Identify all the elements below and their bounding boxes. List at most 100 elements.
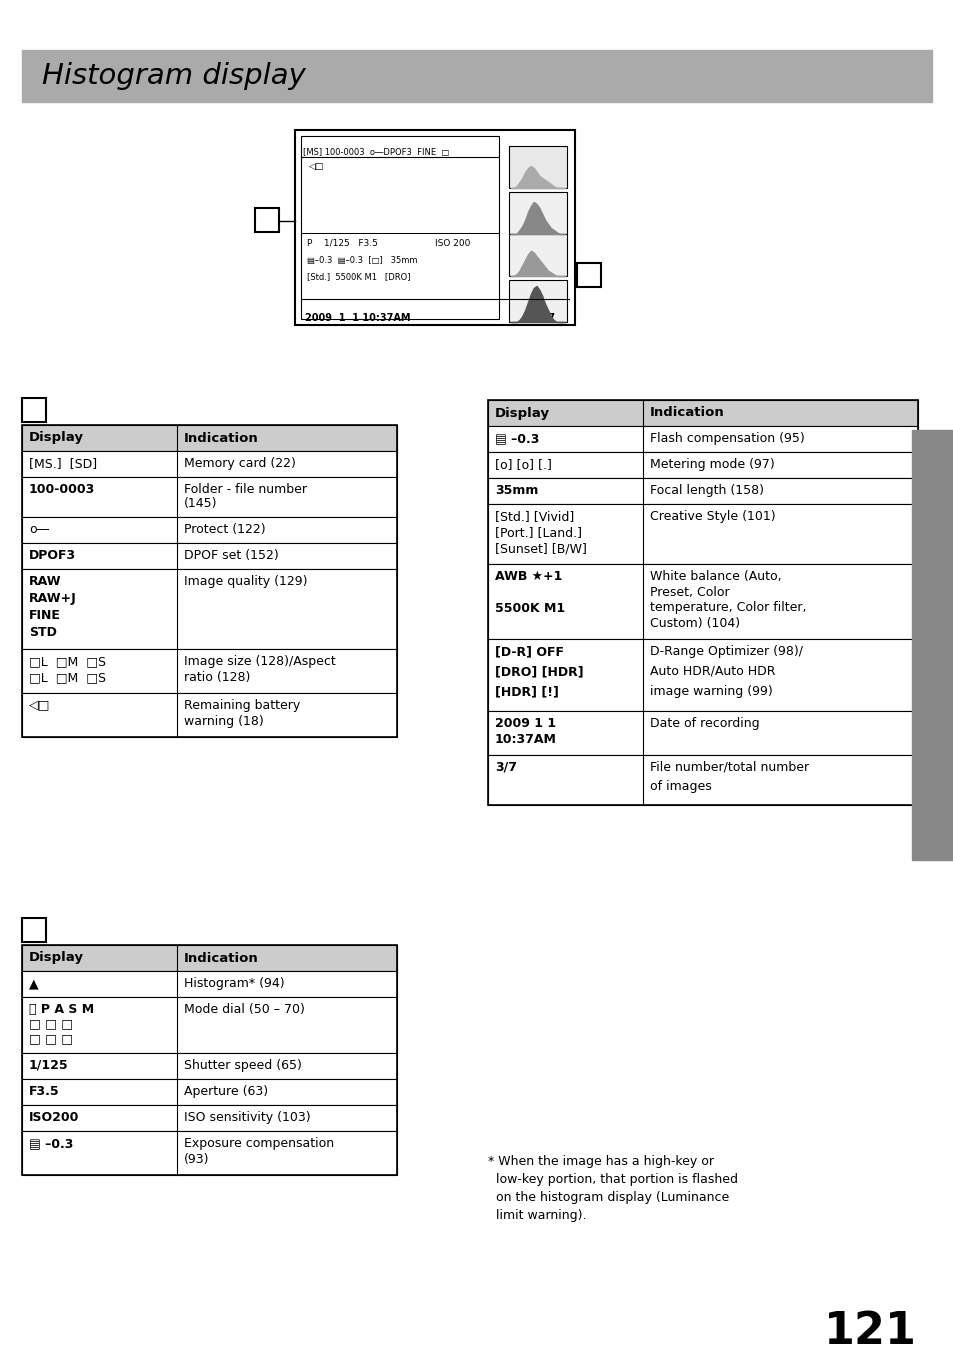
Text: Folder - file number: Folder - file number — [184, 483, 307, 496]
Text: Histogram display: Histogram display — [42, 62, 306, 90]
Text: Remaining battery: Remaining battery — [184, 699, 300, 712]
Text: Flash compensation (95): Flash compensation (95) — [649, 432, 804, 445]
Bar — [22, 1079, 396, 1106]
Text: warning (18): warning (18) — [184, 716, 263, 728]
Text: □L  □M  □S: □L □M □S — [29, 671, 106, 685]
Text: DPOF set (152): DPOF set (152) — [184, 549, 278, 562]
Bar — [22, 946, 396, 1176]
Bar — [22, 477, 396, 516]
Text: 3/7: 3/7 — [537, 313, 555, 323]
Text: Indication: Indication — [649, 406, 724, 420]
Text: [Port.] [Land.]: [Port.] [Land.] — [495, 526, 581, 539]
Bar — [254, 208, 278, 231]
Bar — [301, 136, 498, 319]
Text: Metering mode (97): Metering mode (97) — [649, 459, 774, 471]
Text: □L  □M  □S: □L □M □S — [29, 655, 106, 668]
Bar — [488, 564, 917, 639]
Text: Indication: Indication — [184, 432, 258, 444]
Text: Custom) (104): Custom) (104) — [649, 617, 740, 631]
Bar — [22, 569, 396, 650]
Bar — [22, 1106, 396, 1131]
Bar — [509, 280, 566, 321]
Text: Display: Display — [495, 406, 550, 420]
Text: RAW: RAW — [29, 576, 61, 588]
Bar — [22, 919, 46, 942]
Text: [HDR] [!]: [HDR] [!] — [495, 685, 558, 698]
Text: 1: 1 — [30, 404, 39, 418]
Text: 2009 1 1: 2009 1 1 — [495, 717, 556, 730]
Text: 1: 1 — [262, 214, 272, 229]
Bar — [488, 399, 917, 426]
Text: image warning (99): image warning (99) — [649, 685, 772, 698]
Bar — [911, 430, 953, 859]
Bar — [22, 425, 396, 451]
Bar — [294, 130, 575, 325]
Text: [MS.]  [SD]: [MS.] [SD] — [29, 457, 97, 469]
Bar — [22, 516, 396, 543]
Text: D-Range Optimizer (98)/: D-Range Optimizer (98)/ — [649, 646, 802, 658]
Bar — [22, 997, 396, 1053]
Text: Shutter speed (65): Shutter speed (65) — [184, 1059, 301, 1072]
Text: 2: 2 — [30, 924, 39, 937]
Text: [D-R] OFF: [D-R] OFF — [495, 646, 563, 658]
Text: 2: 2 — [583, 269, 594, 282]
Text: 3/7: 3/7 — [495, 761, 517, 773]
Bar — [22, 50, 931, 102]
Bar — [509, 192, 566, 234]
Text: (145): (145) — [184, 498, 217, 510]
Text: ISO sensitivity (103): ISO sensitivity (103) — [184, 1111, 311, 1124]
Text: Image quality (129): Image quality (129) — [184, 576, 307, 588]
Text: o―: o― — [29, 523, 49, 537]
Text: ISO 200: ISO 200 — [435, 239, 470, 247]
Text: Auto HDR/Auto HDR: Auto HDR/Auto HDR — [649, 664, 775, 678]
Text: FINE: FINE — [29, 609, 61, 621]
Text: ratio (128): ratio (128) — [184, 671, 250, 685]
Text: temperature, Color filter,: temperature, Color filter, — [649, 601, 805, 615]
Bar — [488, 712, 917, 755]
Text: ▤–0.3  ▤–0.3  [□]   35mm: ▤–0.3 ▤–0.3 [□] 35mm — [307, 256, 417, 265]
Bar — [22, 971, 396, 997]
Text: White balance (Auto,: White balance (Auto, — [649, 570, 781, 582]
Text: Aperture (63): Aperture (63) — [184, 1085, 268, 1098]
Text: 10:37AM: 10:37AM — [495, 733, 557, 746]
Text: [Std.]  5500K M1   [DRO]: [Std.] 5500K M1 [DRO] — [307, 272, 410, 281]
Text: Focal length (158): Focal length (158) — [649, 484, 763, 498]
Text: [Std.] [Vivid]: [Std.] [Vivid] — [495, 510, 574, 523]
Bar — [22, 693, 396, 737]
Text: F3.5: F3.5 — [29, 1085, 59, 1098]
Text: 5500K M1: 5500K M1 — [495, 601, 564, 615]
Text: 100-0003: 100-0003 — [29, 483, 95, 496]
Bar — [22, 1053, 396, 1079]
Bar — [488, 504, 917, 564]
Text: * When the image has a high-key or
  low-key portion, that portion is flashed
  : * When the image has a high-key or low-k… — [488, 1155, 738, 1223]
Text: AWB ★+1: AWB ★+1 — [495, 570, 561, 582]
Text: File number/total number: File number/total number — [649, 761, 808, 773]
Text: Using the viewing function: Using the viewing function — [925, 562, 939, 729]
Bar — [22, 946, 396, 971]
Text: ▲: ▲ — [29, 976, 38, 990]
Bar — [22, 425, 396, 737]
Text: ▤ –0.3: ▤ –0.3 — [29, 1137, 73, 1150]
Bar — [509, 147, 566, 188]
Text: P    1/125   F3.5: P 1/125 F3.5 — [307, 239, 377, 247]
Text: RAW+J: RAW+J — [29, 592, 76, 605]
Bar — [488, 639, 917, 712]
Text: 1/125: 1/125 — [29, 1059, 69, 1072]
Text: Protect (122): Protect (122) — [184, 523, 265, 537]
Bar — [22, 543, 396, 569]
Text: Mode dial (50 – 70): Mode dial (50 – 70) — [184, 1003, 305, 1015]
Text: [Sunset] [B/W]: [Sunset] [B/W] — [495, 542, 586, 555]
Text: Indication: Indication — [184, 951, 258, 964]
Text: ◁□: ◁□ — [29, 699, 51, 712]
Text: ▤ –0.3: ▤ –0.3 — [495, 432, 538, 445]
Text: □ □ □: □ □ □ — [29, 1033, 73, 1045]
Text: [MS] 100-0003  o―DPOF3  FINE  □: [MS] 100-0003 o―DPOF3 FINE □ — [303, 148, 449, 157]
Bar — [22, 650, 396, 693]
Bar — [488, 399, 917, 806]
Text: Histogram* (94): Histogram* (94) — [184, 976, 284, 990]
Bar — [488, 452, 917, 477]
Text: Display: Display — [29, 432, 84, 444]
Text: Image size (128)/Aspect: Image size (128)/Aspect — [184, 655, 335, 668]
Text: Date of recording: Date of recording — [649, 717, 759, 730]
Text: Memory card (22): Memory card (22) — [184, 457, 295, 469]
